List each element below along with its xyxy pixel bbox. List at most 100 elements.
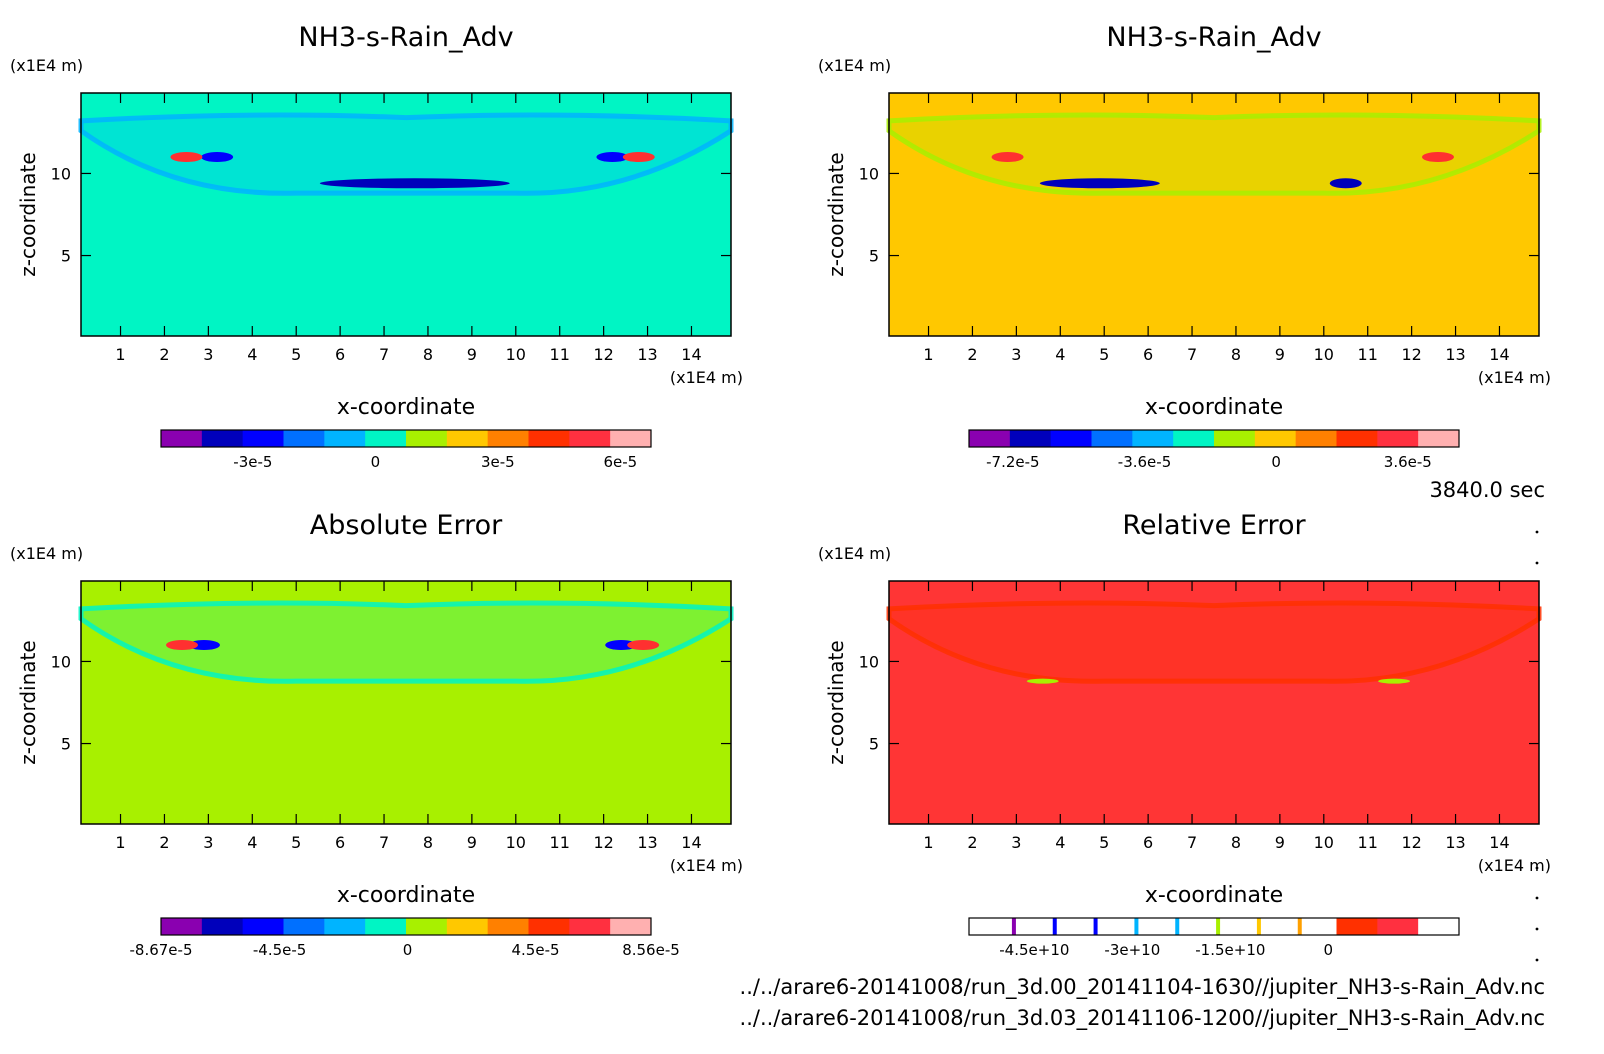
colorbar-segment (1418, 430, 1460, 447)
x-tick-label: 5 (291, 833, 301, 852)
field-feature (201, 152, 234, 163)
field-feature (170, 152, 203, 163)
x-tick-label: 5 (291, 345, 301, 364)
colorbar-tick-label: -4.5e-5 (253, 941, 306, 959)
x-tick-label: 14 (681, 833, 701, 852)
colorbar-segment (569, 430, 611, 447)
colorbar-tick-label: 3e-5 (481, 453, 515, 471)
x-tick-label: 10 (506, 345, 526, 364)
colorbar-tick-label: -3e-5 (233, 453, 272, 471)
colorbar-tick-label: 0 (1271, 453, 1281, 471)
x-tick-label: 4 (247, 345, 257, 364)
colorbar-segment (610, 430, 652, 447)
colorbar-segment (1214, 918, 1256, 935)
x-tick-label: 7 (1187, 345, 1197, 364)
field-feature (1039, 178, 1160, 189)
y-axis-label: z-coordinate (16, 640, 40, 764)
x-tick-label: 2 (967, 833, 977, 852)
field-feature (1329, 178, 1362, 189)
x-tick-label: 10 (1314, 833, 1334, 852)
colorbar-segment (1173, 918, 1215, 935)
chart-title: NH3-s-Rain_Adv (1106, 22, 1321, 53)
colorbar-segment (1295, 430, 1337, 447)
panels: NH3-s-Rain_Adv(x1E4 m)1 2 3 4 5 6 7 8 9 10 11 12 13 1… (10, 22, 1551, 959)
x-tick-label: 3 (203, 345, 213, 364)
chart-title: Relative Error (1122, 510, 1306, 541)
colorbar-segment (1009, 918, 1052, 935)
field-feature (187, 640, 220, 651)
colorbar-segment (446, 918, 489, 935)
x-tick-label: 13 (637, 345, 657, 364)
colorbar-segment (1132, 918, 1174, 935)
colorbar-tick-label: -3e+10 (1104, 941, 1160, 959)
colorbar-tick-label: 6e-5 (604, 453, 638, 471)
y-axis-label: z-coordinate (824, 152, 848, 276)
x-tick-label: 6 (335, 345, 345, 364)
y-tick-label: 10 (859, 164, 879, 183)
x-tick-label: 5 (1099, 833, 1109, 852)
field-feature (627, 640, 660, 651)
y-tick-label: 10 (51, 164, 71, 183)
x-tick-label: 6 (1143, 833, 1153, 852)
x-tick-label: 12 (1401, 833, 1421, 852)
colorbar-segment (969, 918, 1011, 935)
colorbar-frame (160, 429, 652, 448)
colorbar-segment (242, 430, 284, 447)
colorbar-tick-label: 3.6e-5 (1384, 453, 1432, 471)
field-feature (1421, 152, 1454, 163)
field-feature (991, 152, 1024, 163)
colorbar-segment (487, 918, 529, 935)
source-file-2: ../../arare6-20141008/run_3d.03_20141106… (740, 1006, 1545, 1031)
x-axis-label: x-coordinate (1145, 395, 1283, 420)
colorbar-segment (487, 430, 529, 447)
colorbar-segment (1254, 430, 1297, 447)
y-unit-label: (x1E4 m) (818, 544, 891, 563)
colorbar-segment (1295, 918, 1337, 935)
anvil-band-fill (889, 603, 1539, 682)
y-unit-label: (x1E4 m) (10, 56, 83, 75)
x-tick-label: 6 (335, 833, 345, 852)
x-tick-label: 2 (159, 345, 169, 364)
x-tick-label: 14 (1489, 345, 1509, 364)
x-tick-label: 3 (1011, 833, 1021, 852)
y-unit-label: (x1E4 m) (10, 544, 83, 563)
colorbar-tick-label: 0 (371, 453, 381, 471)
colorbar-segment (1336, 918, 1378, 935)
x-tick-label: 14 (1489, 833, 1509, 852)
colorbar-segment (1418, 918, 1460, 935)
x-tick-label: 3 (203, 833, 213, 852)
x-tick-label: 8 (1231, 833, 1241, 852)
colorbar-frame (968, 917, 1460, 936)
x-tick-label: 7 (379, 833, 389, 852)
x-tick-label: 12 (1401, 345, 1421, 364)
x-tick-label: 3 (1011, 345, 1021, 364)
colorbar-segment (283, 430, 325, 447)
chart-panel-3: Absolute Error(x1E4 m)1 2 3 4 5 6 7 8 9 10 11 12 13 1… (10, 510, 743, 959)
colorbar-segment (969, 430, 1011, 447)
x-tick-label: 4 (1055, 833, 1065, 852)
colorbar-segment (283, 918, 325, 935)
colorbar-segment (569, 918, 611, 935)
plot-frame (80, 580, 732, 825)
y-tick-label: 5 (869, 735, 879, 754)
colorbar-segment (406, 430, 448, 447)
y-tick-label: 10 (51, 652, 71, 671)
plot-background (81, 581, 731, 824)
anvil-band-fill (81, 603, 731, 682)
colorbar-segment (1377, 430, 1419, 447)
colorbar-segment (1254, 918, 1297, 935)
chart-panel-2: NH3-s-Rain_Adv(x1E4 m)1 2 3 4 5 6 7 8 9 10 11 12 13 1… (818, 22, 1551, 471)
chart-title: NH3-s-Rain_Adv (298, 22, 513, 53)
x-axis-label: x-coordinate (1145, 883, 1283, 908)
colorbar-segment (528, 430, 570, 447)
colorbar-segment (161, 430, 203, 447)
x-tick-label: 5 (1099, 345, 1109, 364)
colorbar-frame (968, 429, 1460, 448)
anvil-band (78, 112, 734, 196)
field-feature (319, 178, 510, 189)
chart-title: Absolute Error (310, 510, 503, 541)
y-unit-label: (x1E4 m) (818, 56, 891, 75)
x-tick-label: 1 (923, 833, 933, 852)
colorbar-segment (1132, 430, 1174, 447)
